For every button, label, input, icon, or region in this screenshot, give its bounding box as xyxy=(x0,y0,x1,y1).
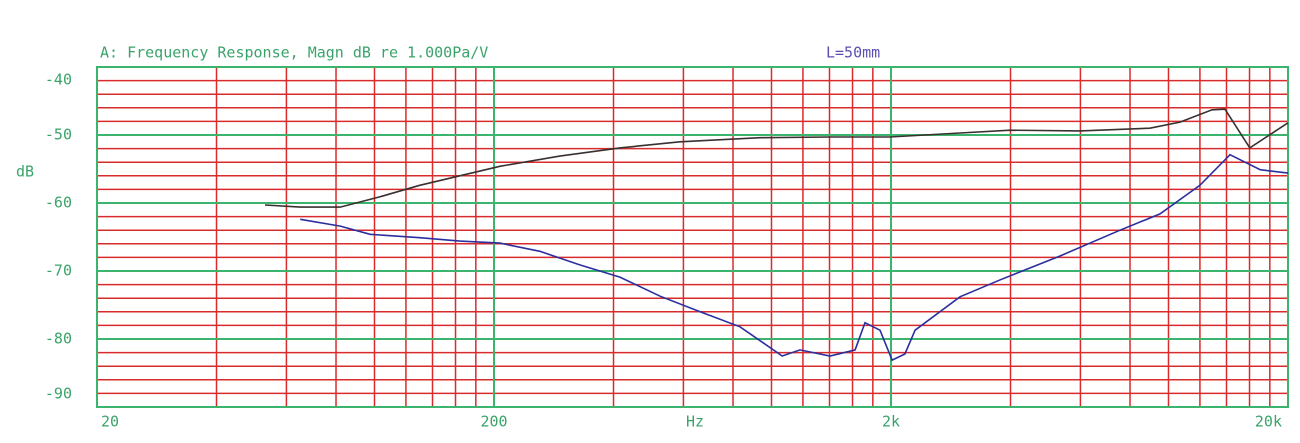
y-tick-label: -90 xyxy=(45,385,72,403)
chart-title: A: Frequency Response, Magn dB re 1.000P… xyxy=(100,44,488,62)
y-tick-label: -60 xyxy=(45,194,72,212)
y-tick-label: -40 xyxy=(45,71,72,89)
plot-frame xyxy=(96,66,1289,408)
y-tick-label: -70 xyxy=(45,262,72,280)
annotation: L=50mm xyxy=(826,44,880,62)
line-series xyxy=(300,153,1289,362)
y-tick-label: -80 xyxy=(45,330,72,348)
x-tick-label: 200 xyxy=(480,413,507,431)
y-tick-label: -50 xyxy=(45,126,72,144)
y-axis-label: dB xyxy=(16,163,34,181)
x-axis-label: Hz xyxy=(686,413,704,431)
x-tick-label: 20k xyxy=(1255,413,1282,431)
line-series xyxy=(264,108,1289,208)
x-tick-label: 2k xyxy=(882,413,900,431)
x-tick-label: 20 xyxy=(101,413,119,431)
